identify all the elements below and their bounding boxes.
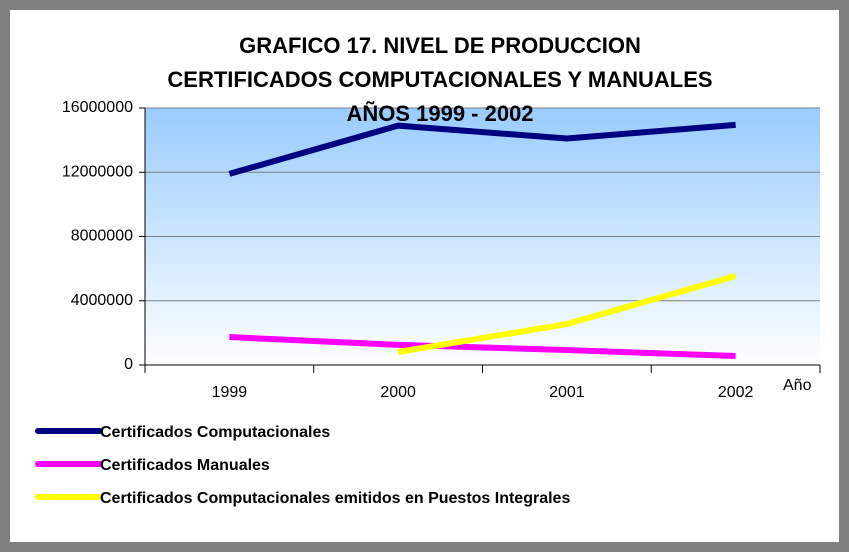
- legend-label: Certificados Computacionales: [100, 424, 330, 441]
- y-tick-label: 8000000: [71, 228, 133, 245]
- chart-title: AÑOS 1999 - 2002: [346, 101, 533, 126]
- x-tick-label: 2000: [380, 384, 416, 401]
- series-line: [397, 273, 737, 355]
- legend-label: Certificados Manuales: [100, 457, 270, 474]
- series-line: [228, 121, 736, 177]
- chart-title: CERTIFICADOS COMPUTACIONALES Y MANUALES: [167, 67, 712, 92]
- x-axis-label: Año: [783, 377, 812, 394]
- x-tick-label: 2002: [718, 384, 754, 401]
- y-tick-label: 16000000: [62, 99, 133, 116]
- legend-label: Certificados Computacionales emitidos en…: [100, 490, 570, 507]
- x-tick-label: 1999: [212, 384, 248, 401]
- x-tick-label: 2001: [549, 384, 585, 401]
- y-tick-label: 0: [124, 356, 133, 373]
- series-line: [229, 334, 736, 360]
- y-tick-label: 4000000: [71, 292, 133, 309]
- chart-title: GRAFICO 17. NIVEL DE PRODUCCION: [239, 33, 641, 58]
- y-tick-label: 12000000: [62, 163, 133, 180]
